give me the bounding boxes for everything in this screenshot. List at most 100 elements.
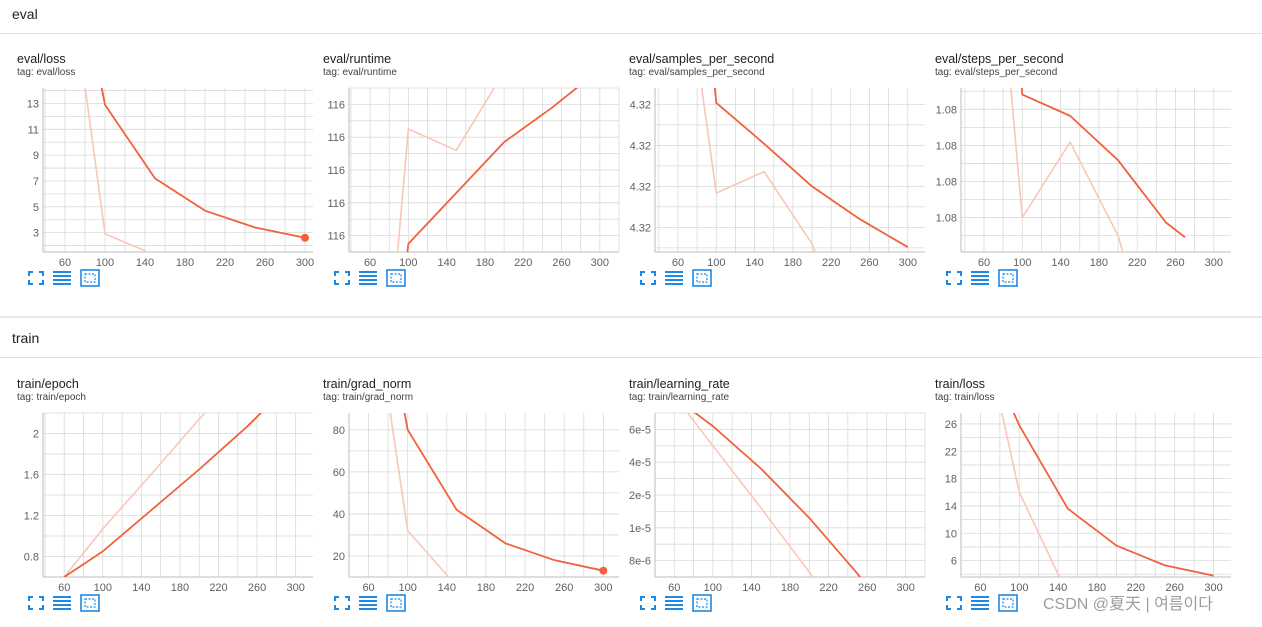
fit-domain-button[interactable] bbox=[385, 593, 407, 613]
series-line-smoothed bbox=[100, 88, 306, 239]
chart-title: train/learning_rate bbox=[629, 377, 730, 391]
fit-domain-button[interactable] bbox=[691, 593, 713, 613]
toggle-data-table-button[interactable] bbox=[663, 268, 685, 288]
series-line-smoothed bbox=[403, 413, 604, 572]
x-tick-label: 180 bbox=[171, 582, 189, 593]
x-tick-label: 220 bbox=[516, 582, 534, 593]
fullscreen-icon bbox=[946, 596, 962, 610]
toggle-data-table-button[interactable] bbox=[969, 593, 991, 613]
y-tick-label: 4.32 bbox=[630, 222, 651, 234]
fullscreen-button[interactable] bbox=[331, 268, 353, 288]
series-line-raw bbox=[686, 413, 814, 577]
fullscreen-button[interactable] bbox=[637, 268, 659, 288]
chart-plot[interactable]: 60 100 140 180 220 260 300 1.08 1.08 1.08 1.08 bbox=[935, 80, 1235, 268]
series-line-smoothed bbox=[1020, 88, 1186, 238]
grid bbox=[43, 88, 313, 252]
y-tick-label: 9 bbox=[33, 150, 39, 162]
x-tick-label: 260 bbox=[256, 257, 274, 268]
section-header-eval[interactable]: eval bbox=[0, 0, 1262, 34]
y-tick-label: 20 bbox=[333, 551, 345, 563]
chart-plot[interactable]: 60 100 140 180 220 260 300 26 22 18 14 10 6 bbox=[935, 405, 1235, 593]
series-line-smoothed bbox=[713, 88, 909, 248]
x-tick-label: 140 bbox=[1049, 582, 1067, 593]
fit-domain-button[interactable] bbox=[385, 268, 407, 288]
x-tick-label: 60 bbox=[672, 257, 684, 268]
y-tick-label: 2 bbox=[33, 429, 39, 441]
grid bbox=[960, 413, 1231, 577]
chart-plot[interactable]: 60 100 140 180 220 260 300 116 116 116 116 116 bbox=[323, 80, 623, 268]
fullscreen-button[interactable] bbox=[25, 593, 47, 613]
data-table-icon bbox=[971, 596, 989, 610]
fit-domain-button[interactable] bbox=[997, 268, 1019, 288]
x-tick-label: 100 bbox=[399, 582, 417, 593]
y-tick-label: 1e-5 bbox=[629, 523, 651, 535]
fullscreen-button[interactable] bbox=[943, 593, 965, 613]
toggle-data-table-button[interactable] bbox=[51, 593, 73, 613]
y-tick-label: 26 bbox=[945, 419, 957, 431]
chart-title: train/epoch bbox=[17, 377, 79, 391]
fullscreen-button[interactable] bbox=[25, 268, 47, 288]
chart-plot[interactable]: 60 100 140 180 220 260 300 1.6e-5 1.4e-5 1.2e-5 1e… bbox=[629, 405, 929, 593]
y-tick-label: 1.08 bbox=[936, 140, 957, 152]
y-tick-label: 1.4e-5 bbox=[629, 457, 651, 469]
x-tick-label: 300 bbox=[1205, 257, 1223, 268]
x-tick-label: 180 bbox=[1090, 257, 1108, 268]
chart-tag: tag: eval/steps_per_second bbox=[935, 67, 1058, 78]
x-tick-label: 260 bbox=[858, 582, 876, 593]
data-table-icon bbox=[359, 596, 377, 610]
x-tick-label: 300 bbox=[591, 257, 609, 268]
data-table-icon bbox=[665, 596, 683, 610]
data-table-icon bbox=[53, 271, 71, 285]
fullscreen-icon bbox=[640, 596, 656, 610]
x-tick-label: 60 bbox=[58, 582, 70, 593]
y-tick-label: 80 bbox=[333, 425, 345, 437]
chart-plot[interactable]: 60 100 140 180 220 260 300 13 11 9 7 5 3 bbox=[17, 80, 317, 268]
toggle-data-table-button[interactable] bbox=[357, 268, 379, 288]
x-tick-label: 60 bbox=[59, 257, 71, 268]
x-tick-label: 60 bbox=[364, 257, 376, 268]
chart-plot[interactable]: 60 100 140 180 220 260 300 4.32 4.32 4.32 4.32 bbox=[629, 80, 929, 268]
fullscreen-icon bbox=[334, 271, 350, 285]
fullscreen-icon bbox=[334, 596, 350, 610]
fullscreen-button[interactable] bbox=[331, 593, 353, 613]
chart-title: train/loss bbox=[935, 377, 986, 391]
y-tick-label: 14 bbox=[945, 501, 957, 513]
x-tick-label: 260 bbox=[552, 257, 570, 268]
toggle-data-table-button[interactable] bbox=[51, 268, 73, 288]
chart-plot[interactable]: 60 100 140 180 220 260 300 80 60 40 20 bbox=[323, 405, 623, 593]
divider bbox=[0, 33, 1262, 34]
fullscreen-button[interactable] bbox=[637, 593, 659, 613]
toggle-data-table-button[interactable] bbox=[357, 593, 379, 613]
y-tick-label: 7 bbox=[33, 176, 39, 188]
chart-tag: tag: train/learning_rate bbox=[629, 392, 730, 403]
x-tick-label: 260 bbox=[1166, 257, 1184, 268]
y-tick-label: 5 bbox=[33, 202, 39, 214]
x-tick-label: 300 bbox=[594, 582, 612, 593]
series-end-marker bbox=[301, 233, 309, 242]
x-tick-label: 100 bbox=[707, 257, 725, 268]
fit-domain-button[interactable] bbox=[79, 593, 101, 613]
fit-domain-button[interactable] bbox=[691, 268, 713, 288]
grid bbox=[349, 87, 620, 253]
fit-domain-icon bbox=[692, 594, 712, 612]
chart-card-train-epoch: train/epoch tag: train/epoch 60 100 140 180… bbox=[17, 377, 317, 627]
chart-tag: tag: train/grad_norm bbox=[323, 392, 414, 403]
toggle-data-table-button[interactable] bbox=[969, 268, 991, 288]
x-tick-label: 100 bbox=[704, 582, 722, 593]
toggle-data-table-button[interactable] bbox=[663, 593, 685, 613]
fullscreen-button[interactable] bbox=[943, 268, 965, 288]
fit-domain-button[interactable] bbox=[79, 268, 101, 288]
y-tick-label: 1.6e-5 bbox=[629, 424, 651, 436]
y-tick-label: 6 bbox=[951, 556, 957, 568]
x-tick-label: 140 bbox=[438, 582, 456, 593]
y-tick-label: 18 bbox=[945, 474, 957, 486]
x-tick-label: 180 bbox=[784, 257, 802, 268]
fit-domain-icon bbox=[998, 594, 1018, 612]
section-separator bbox=[0, 316, 1262, 318]
fit-domain-button[interactable] bbox=[997, 593, 1019, 613]
section-title: train bbox=[12, 330, 40, 346]
data-table-icon bbox=[971, 271, 989, 285]
chart-plot[interactable]: 60 100 140 180 220 260 300 2 1.6 1.2 0.8 bbox=[17, 405, 317, 593]
x-tick-label: 260 bbox=[248, 582, 266, 593]
section-header-train[interactable]: train bbox=[0, 324, 1262, 358]
